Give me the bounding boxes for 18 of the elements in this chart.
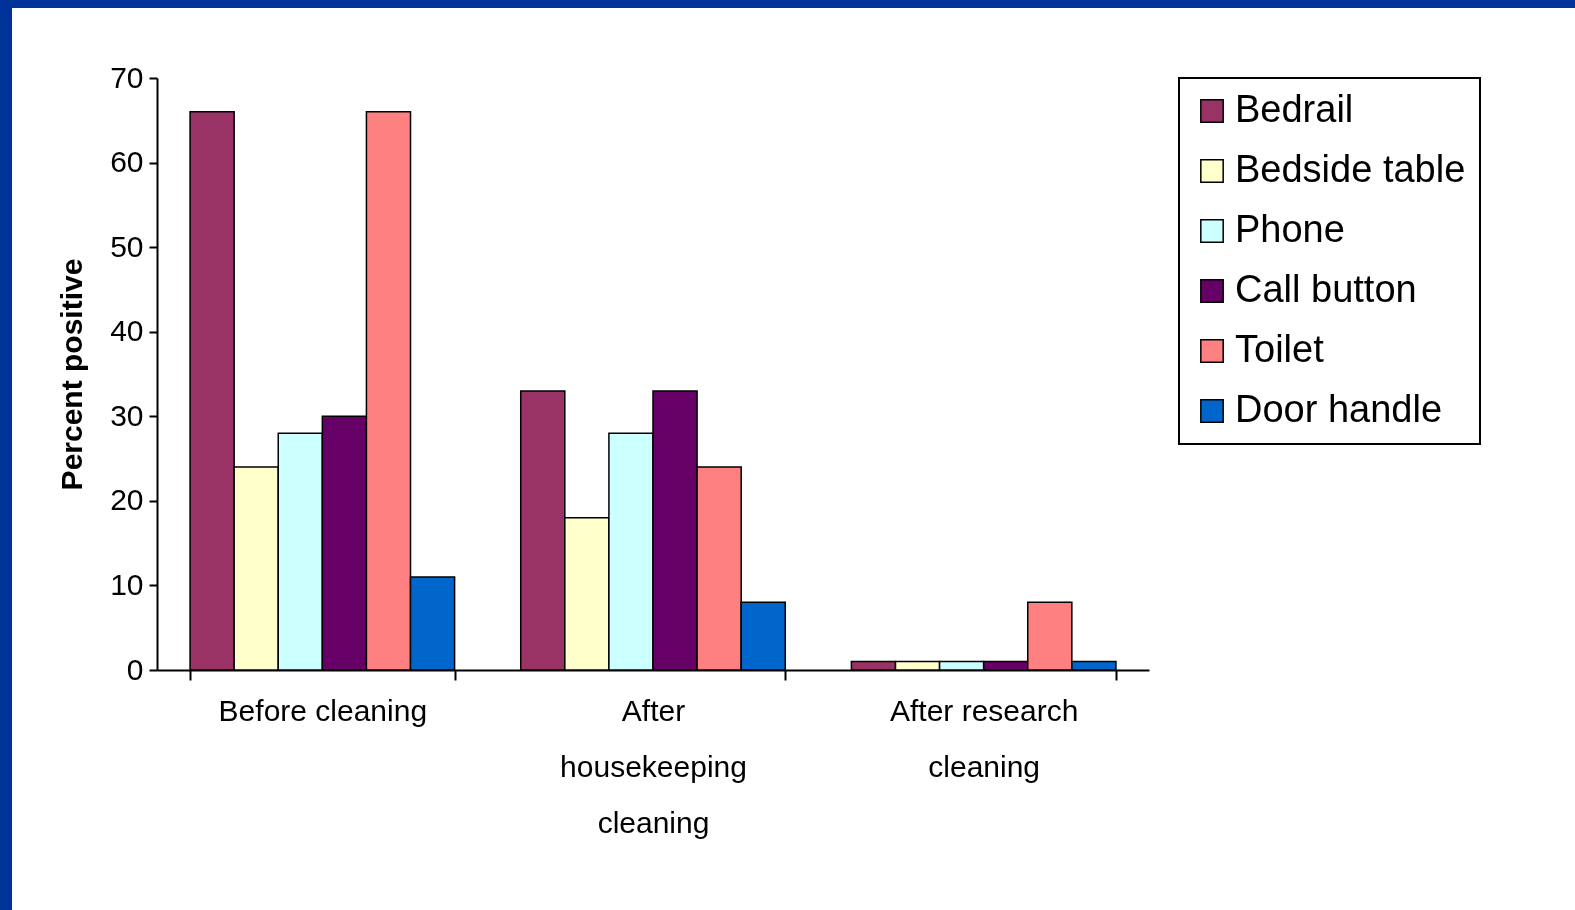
y-axis-title: Percent positive [55, 258, 89, 491]
y-tick-label: 20 [110, 483, 144, 517]
y-tick-label: 30 [110, 398, 144, 432]
legend-label: Bedside table [1235, 148, 1466, 190]
legend-label: Toilet [1235, 328, 1325, 370]
y-tick-label: 10 [110, 567, 144, 601]
y-tick-label: 60 [110, 145, 144, 179]
y-tick-label: 0 [126, 652, 144, 686]
legend-label: Bedrail [1235, 88, 1354, 130]
x-tick-label: Before cleaning [218, 693, 428, 727]
y-tick-label: 70 [110, 60, 144, 94]
y-tick-label: 40 [110, 314, 144, 348]
x-tick-label: After housekeeping cleaning [560, 693, 747, 839]
legend-label: Call button [1235, 268, 1417, 310]
legend-label: Phone [1235, 208, 1345, 250]
legend-label: Door handle [1235, 388, 1443, 430]
y-tick-label: 50 [110, 229, 144, 263]
x-tick-label: After research cleaning [889, 693, 1079, 783]
